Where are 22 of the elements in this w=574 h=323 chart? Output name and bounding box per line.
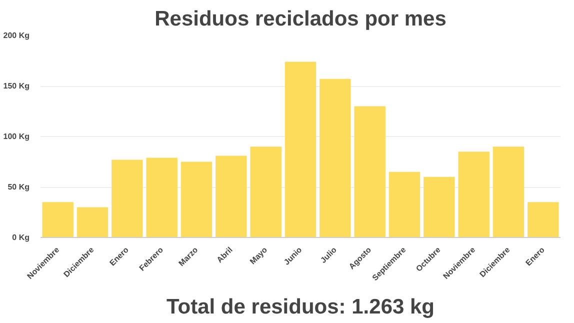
bar xyxy=(42,202,74,238)
bar xyxy=(76,207,108,238)
bar xyxy=(250,146,282,238)
y-tick-label: 0 Kg xyxy=(12,233,30,242)
bar xyxy=(492,146,524,238)
y-tick-label: 100 Kg xyxy=(3,132,30,141)
bar xyxy=(320,78,351,238)
bar xyxy=(388,172,420,238)
bar xyxy=(528,202,559,238)
bar xyxy=(424,176,455,238)
y-tick-label: 150 Kg xyxy=(3,82,30,90)
bar xyxy=(180,162,212,238)
chart-title: Residuos reciclados por mes xyxy=(154,8,446,30)
bar xyxy=(458,152,490,238)
bar xyxy=(216,156,247,238)
y-tick-label: 50 Kg xyxy=(8,182,30,192)
text: Total de residuos: 1.263 kg xyxy=(166,296,435,318)
bar xyxy=(354,106,386,238)
bar xyxy=(112,160,143,238)
bar xyxy=(284,62,316,238)
bar xyxy=(146,158,178,238)
y-tick-label: 200 Kg xyxy=(3,31,30,40)
